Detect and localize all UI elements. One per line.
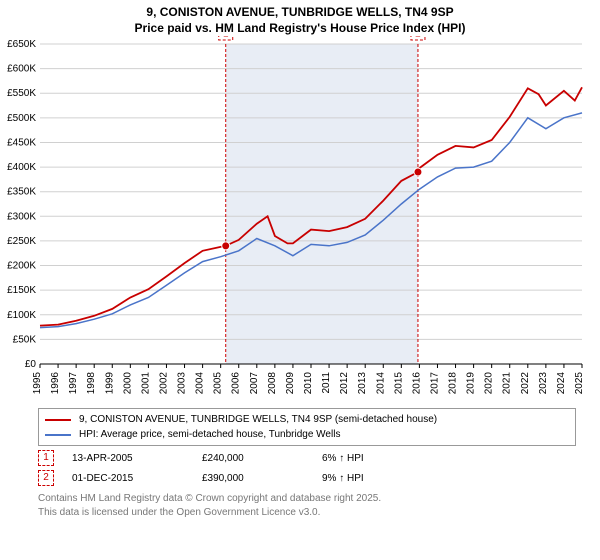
attribution-line2: This data is licensed under the Open Gov…: [38, 507, 320, 518]
svg-text:2020: 2020: [484, 372, 495, 395]
svg-text:£450K: £450K: [7, 138, 36, 149]
svg-text:2007: 2007: [249, 372, 260, 395]
sale-row: 1 13-APR-2005£240,0006% ↑ HPI: [38, 450, 600, 466]
sales-list: 1 13-APR-2005£240,0006% ↑ HPI 2 01-DEC-2015…: [0, 450, 600, 486]
legend-item-price-paid: 9, CONISTON AVENUE, TUNBRIDGE WELLS, TN4…: [45, 412, 569, 427]
svg-text:2010: 2010: [303, 372, 314, 395]
svg-text:2008: 2008: [267, 372, 278, 395]
sale-pct: 6% ↑ HPI: [322, 453, 422, 464]
attribution: Contains HM Land Registry data © Crown c…: [38, 492, 600, 519]
svg-text:2000: 2000: [122, 372, 133, 395]
svg-text:2011: 2011: [321, 372, 332, 394]
sale-row: 2 01-DEC-2015£390,0009% ↑ HPI: [38, 470, 600, 486]
title-line1: 9, CONISTON AVENUE, TUNBRIDGE WELLS, TN4…: [146, 5, 453, 19]
svg-text:2016: 2016: [411, 372, 422, 395]
sale-price: £390,000: [202, 473, 322, 484]
svg-text:1996: 1996: [50, 372, 61, 395]
svg-text:2001: 2001: [140, 372, 151, 395]
svg-text:£350K: £350K: [7, 187, 36, 198]
svg-text:£200K: £200K: [7, 261, 36, 272]
svg-text:2004: 2004: [195, 372, 206, 395]
svg-text:2022: 2022: [520, 372, 531, 395]
svg-text:2019: 2019: [466, 372, 477, 395]
svg-text:£50K: £50K: [13, 335, 37, 346]
legend-swatch-hpi: [45, 434, 71, 436]
svg-text:£150K: £150K: [7, 286, 36, 297]
svg-text:£650K: £650K: [7, 39, 36, 50]
svg-text:1997: 1997: [68, 372, 79, 395]
svg-text:£500K: £500K: [7, 113, 36, 124]
svg-text:2025: 2025: [574, 372, 585, 395]
chart-area: £0 £50K £100K £150K £200K £250K £300K £350K £400…: [0, 36, 600, 406]
svg-text:2013: 2013: [357, 372, 368, 395]
attribution-line1: Contains HM Land Registry data © Crown c…: [38, 493, 381, 504]
svg-text:1998: 1998: [86, 372, 97, 395]
sale-date: 01-DEC-2015: [72, 473, 202, 484]
svg-text:2024: 2024: [556, 372, 567, 395]
legend: 9, CONISTON AVENUE, TUNBRIDGE WELLS, TN4…: [38, 408, 576, 446]
legend-item-hpi: HPI: Average price, semi-detached house,…: [45, 427, 569, 442]
sale-price: £240,000: [202, 453, 322, 464]
svg-text:2023: 2023: [538, 372, 549, 395]
svg-text:£250K: £250K: [7, 236, 36, 247]
svg-text:1: 1: [223, 36, 229, 40]
svg-text:£600K: £600K: [7, 64, 36, 75]
svg-text:2005: 2005: [213, 372, 224, 395]
svg-text:1995: 1995: [32, 372, 43, 395]
sale-date: 13-APR-2005: [72, 453, 202, 464]
svg-text:2006: 2006: [231, 372, 242, 395]
line-chart: £0 £50K £100K £150K £200K £250K £300K £350K £400…: [0, 36, 600, 406]
svg-text:£100K: £100K: [7, 310, 36, 321]
chart-title: 9, CONISTON AVENUE, TUNBRIDGE WELLS, TN4…: [0, 0, 600, 36]
svg-text:£550K: £550K: [7, 89, 36, 100]
svg-text:2017: 2017: [429, 372, 440, 395]
svg-text:£0: £0: [25, 359, 37, 370]
sale-marker-box: 1: [38, 450, 54, 466]
svg-text:2014: 2014: [375, 372, 386, 395]
sale-marker-box: 2: [38, 470, 54, 486]
svg-text:2009: 2009: [285, 372, 296, 395]
legend-label-price-paid: 9, CONISTON AVENUE, TUNBRIDGE WELLS, TN4…: [79, 412, 437, 427]
svg-text:2003: 2003: [177, 372, 188, 395]
svg-text:£400K: £400K: [7, 162, 36, 173]
legend-swatch-price-paid: [45, 419, 71, 421]
svg-text:£300K: £300K: [7, 212, 36, 223]
svg-text:2002: 2002: [158, 372, 169, 395]
title-line2: Price paid vs. HM Land Registry's House …: [135, 21, 466, 35]
svg-text:2: 2: [415, 36, 421, 40]
legend-label-hpi: HPI: Average price, semi-detached house,…: [79, 427, 340, 442]
svg-text:2018: 2018: [448, 372, 459, 395]
sale-pct: 9% ↑ HPI: [322, 473, 422, 484]
svg-text:1999: 1999: [104, 372, 115, 395]
svg-text:2012: 2012: [339, 372, 350, 395]
svg-text:2021: 2021: [502, 372, 513, 395]
svg-text:2015: 2015: [393, 372, 404, 395]
